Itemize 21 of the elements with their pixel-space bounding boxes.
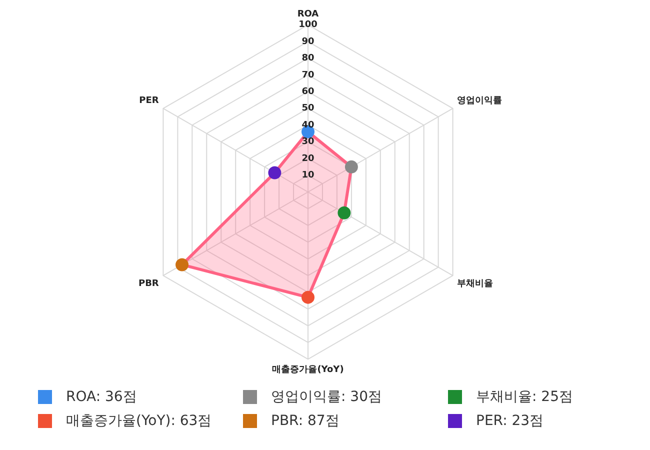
spoke-label: 영업이익률 xyxy=(457,96,502,106)
y-tick-label: 100 xyxy=(298,20,318,30)
text: 부채비율: 25점 xyxy=(476,389,573,405)
spoke-label: ROA xyxy=(297,10,319,20)
spoke-label: 부채비율 xyxy=(457,278,494,289)
y-tick-label: 30 xyxy=(302,137,314,148)
text: 영업이익률: 30점 xyxy=(271,389,382,405)
text: PBR: 87점 xyxy=(271,413,340,429)
text: 매출증가율(YoY): 63점 xyxy=(66,413,212,429)
y-tick-label: 60 xyxy=(302,87,314,98)
y-tick-label: 50 xyxy=(302,104,314,114)
spoke-label: PER xyxy=(139,96,159,106)
y-tick-label: 20 xyxy=(302,154,314,164)
y-tick-label: 90 xyxy=(302,36,314,47)
text: ROA: 36점 xyxy=(66,389,137,405)
y-tick-label: 70 xyxy=(302,70,314,80)
spoke-label: PBR xyxy=(138,278,159,289)
y-tick-label: 80 xyxy=(302,54,314,64)
y-tick-label: 10 xyxy=(302,170,314,181)
text: PER: 23점 xyxy=(476,413,544,429)
spoke-label: 매출증가율(YoY) xyxy=(272,364,344,375)
